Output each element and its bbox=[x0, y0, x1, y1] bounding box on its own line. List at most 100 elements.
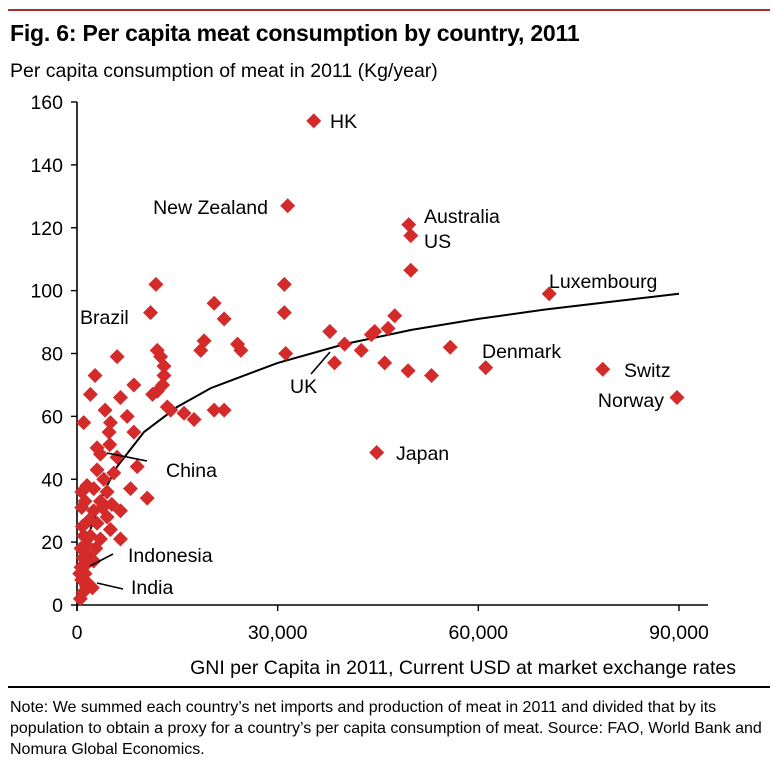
data-point bbox=[403, 262, 419, 278]
data-point-japan bbox=[369, 445, 385, 461]
data-point bbox=[206, 295, 222, 311]
figure-title: Fig. 6: Per capita meat consumption by c… bbox=[10, 20, 580, 46]
data-point-switz bbox=[595, 361, 611, 377]
data-point bbox=[233, 342, 249, 358]
data-point bbox=[159, 399, 175, 415]
data-point bbox=[400, 363, 416, 379]
data-point bbox=[139, 490, 155, 506]
data-point-us bbox=[403, 228, 419, 244]
labels-group: HK New Zealand Australia US Luxembourg Brazil… bbox=[80, 111, 671, 599]
data-point bbox=[97, 402, 113, 418]
points-group bbox=[72, 113, 685, 607]
data-point bbox=[106, 465, 122, 481]
label-indonesia: Indonesia bbox=[128, 545, 213, 567]
data-point bbox=[101, 424, 117, 440]
label-us: US bbox=[424, 231, 451, 253]
data-point bbox=[129, 459, 145, 475]
y-tick-label: 40 bbox=[41, 469, 63, 491]
y-tick-label: 100 bbox=[30, 281, 63, 303]
leader-line-china bbox=[106, 452, 148, 462]
data-point bbox=[109, 449, 125, 465]
data-point bbox=[126, 424, 142, 440]
data-point bbox=[123, 481, 139, 497]
label-hk: HK bbox=[330, 111, 357, 133]
data-point bbox=[99, 484, 115, 500]
data-point bbox=[102, 415, 118, 431]
data-point-indonesia bbox=[78, 556, 94, 572]
label-denmark: Denmark bbox=[482, 341, 561, 363]
data-point bbox=[72, 566, 88, 582]
data-point bbox=[104, 496, 120, 512]
data-point bbox=[156, 358, 172, 374]
x-tick-label: 90,000 bbox=[649, 622, 709, 644]
data-point bbox=[76, 415, 92, 431]
label-uk: UK bbox=[290, 376, 317, 398]
data-point bbox=[276, 276, 292, 292]
y-tick-label: 20 bbox=[41, 532, 63, 554]
data-point-norway bbox=[669, 390, 685, 406]
data-point-denmark bbox=[478, 360, 494, 376]
data-point bbox=[74, 500, 90, 516]
footer-rule bbox=[8, 686, 770, 688]
y-tick-label: 140 bbox=[30, 155, 63, 177]
data-point-luxembourg bbox=[541, 286, 557, 302]
y-tick-label: 60 bbox=[41, 406, 63, 428]
data-point bbox=[119, 408, 135, 424]
data-point bbox=[216, 402, 232, 418]
data-point-australia bbox=[401, 217, 417, 233]
data-point bbox=[327, 355, 343, 371]
data-point-brazil bbox=[143, 305, 159, 321]
data-point bbox=[99, 509, 115, 525]
label-switz: Switz bbox=[624, 360, 671, 382]
x-tick-label: 60,000 bbox=[449, 622, 509, 644]
label-luxembourg: Luxembourg bbox=[549, 271, 657, 293]
footnote: Note: We summed each country’s net impor… bbox=[10, 699, 762, 758]
data-point bbox=[353, 342, 369, 358]
data-point bbox=[126, 377, 142, 393]
data-point bbox=[81, 512, 97, 528]
data-point bbox=[109, 349, 125, 365]
axes: 0 20 40 60 80 100 120 140 160 0 30,000 60,000 90,000 bbox=[30, 92, 709, 644]
data-point bbox=[145, 386, 161, 402]
data-point bbox=[76, 528, 92, 544]
data-point-india bbox=[78, 578, 94, 594]
label-japan: Japan bbox=[396, 443, 449, 465]
data-point bbox=[92, 446, 108, 462]
data-point-new-zealand bbox=[280, 198, 296, 214]
data-point bbox=[112, 531, 128, 547]
data-point bbox=[363, 327, 379, 343]
scatter-chart: 0 20 40 60 80 100 120 140 160 0 30,000 60,000 90,000… bbox=[30, 92, 736, 679]
x-axis-title: GNI per Capita in 2011, Current USD at m… bbox=[190, 657, 736, 679]
data-point bbox=[82, 386, 98, 402]
data-point bbox=[276, 305, 292, 321]
data-point bbox=[72, 591, 88, 607]
top-rule bbox=[8, 9, 770, 11]
y-tick-label: 120 bbox=[30, 218, 63, 240]
data-point bbox=[193, 342, 209, 358]
data-point bbox=[88, 540, 104, 556]
data-point bbox=[112, 390, 128, 406]
label-india: India bbox=[131, 577, 173, 599]
data-point bbox=[380, 320, 396, 336]
data-point bbox=[156, 368, 172, 384]
leader-line-uk bbox=[310, 351, 331, 375]
label-norway: Norway bbox=[598, 390, 664, 412]
x-tick-label: 0 bbox=[72, 622, 83, 644]
data-point bbox=[96, 471, 112, 487]
y-tick-label: 0 bbox=[52, 595, 63, 617]
label-brazil: Brazil bbox=[80, 307, 129, 329]
data-point bbox=[337, 336, 353, 352]
data-point bbox=[206, 402, 222, 418]
label-china: China bbox=[166, 460, 217, 482]
y-axis-title: Per capita consumption of meat in 2011 (… bbox=[10, 60, 438, 82]
data-point bbox=[87, 368, 103, 384]
leader-line-india bbox=[96, 582, 124, 590]
data-point-hk bbox=[306, 113, 322, 129]
data-point bbox=[424, 368, 440, 384]
label-australia: Australia bbox=[424, 206, 500, 228]
data-point bbox=[102, 522, 118, 538]
data-point bbox=[387, 308, 403, 324]
data-point bbox=[176, 405, 192, 421]
data-point bbox=[278, 346, 294, 361]
label-new-zealand: New Zealand bbox=[153, 197, 268, 219]
